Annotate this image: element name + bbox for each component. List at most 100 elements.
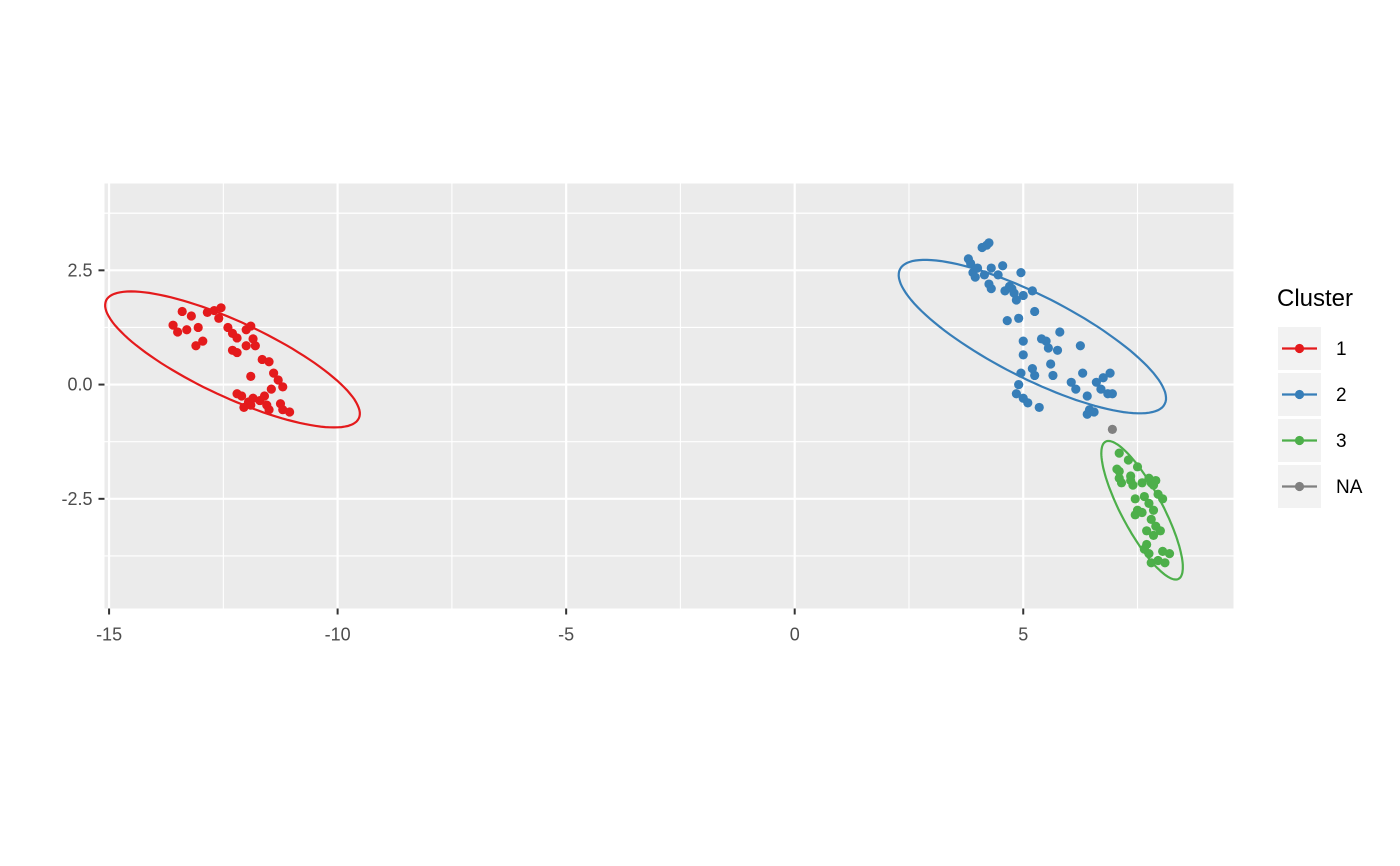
- x-tick-label: -10: [325, 625, 351, 645]
- cluster-2-point: [1030, 306, 1040, 317]
- cluster-2-point: [1011, 389, 1021, 399]
- legend-entry: 3: [1278, 419, 1347, 462]
- cluster-2-point: [1002, 315, 1012, 326]
- y-tick-label: 2.5: [67, 260, 92, 280]
- cluster-1-point: [241, 341, 251, 351]
- plot-panel: [104, 183, 1234, 609]
- cluster-1-point: [285, 407, 295, 417]
- cluster-1-ellipse: [104, 290, 361, 429]
- cluster-1-point: [186, 311, 196, 321]
- cluster-3-point: [1160, 558, 1170, 568]
- cluster-2-point: [1030, 370, 1040, 381]
- cluster-2-ellipse: [897, 258, 1168, 415]
- cluster-3-point: [1130, 494, 1140, 504]
- minor-gridlines: [104, 183, 1234, 609]
- cluster-3-point: [1155, 526, 1165, 536]
- cluster-3-point: [1137, 507, 1147, 518]
- cluster-2-point: [972, 263, 983, 273]
- cluster-1-point: [264, 405, 274, 415]
- cluster-1-point: [168, 320, 178, 330]
- cluster-2-point: [1096, 384, 1106, 394]
- cluster-3-point: [1123, 455, 1133, 465]
- cluster-2-point: [1071, 384, 1081, 394]
- cluster-2-point: [986, 284, 996, 294]
- cluster-2-point: [1046, 359, 1056, 369]
- cluster-2-point: [984, 238, 994, 248]
- legend-key-point: [1294, 435, 1305, 446]
- cluster-2-point: [1014, 379, 1024, 390]
- cluster-1-point: [264, 357, 274, 367]
- cluster-1-point: [269, 368, 279, 378]
- legend-entry: 1: [1278, 327, 1347, 370]
- legend-key-point: [1294, 343, 1305, 354]
- cluster-2-point: [1011, 295, 1021, 305]
- legend-title: Cluster: [1277, 285, 1353, 312]
- cluster-1-point: [193, 322, 203, 333]
- legend-entry: NA: [1278, 465, 1363, 508]
- cluster-2-point: [1075, 341, 1085, 351]
- cluster-2-point: [1016, 268, 1026, 278]
- legend-label: 3: [1336, 431, 1347, 452]
- cluster-2-point: [970, 272, 980, 282]
- cluster-3-point: [1164, 549, 1175, 559]
- cluster-2-point: [1066, 377, 1076, 387]
- cluster-2-point: [1014, 313, 1024, 323]
- cluster-3-point: [1139, 491, 1149, 502]
- cluster-2-point: [1105, 368, 1115, 378]
- cluster-1-point: [250, 341, 260, 351]
- cluster-3-point: [1144, 498, 1154, 508]
- legend-entries: 1 2 3 NA: [1278, 327, 1363, 508]
- x-tick-label: 0: [790, 625, 800, 645]
- cluster-NA-point: [1107, 424, 1117, 434]
- legend-label: 2: [1336, 385, 1347, 406]
- cluster-1-point: [273, 375, 283, 385]
- x-tick-label: 5: [1018, 625, 1028, 645]
- axes: -15 -10 -5 0 5 -2.5 0.0 2.5: [61, 260, 1028, 644]
- legend-label: 1: [1336, 339, 1347, 360]
- cluster-2-point: [1027, 286, 1037, 296]
- cluster-2-point: [1052, 345, 1063, 355]
- cluster-3-point: [1116, 478, 1127, 488]
- cluster-1-point: [246, 371, 256, 381]
- cluster-2-point: [1055, 327, 1065, 337]
- cluster-1-point: [237, 391, 247, 401]
- cluster-3-point: [1158, 494, 1168, 504]
- legend: Cluster 1 2 3 NA: [1277, 285, 1363, 508]
- cluster-3-point: [1112, 464, 1122, 474]
- cluster-1-point: [278, 382, 288, 392]
- legend-label: NA: [1336, 477, 1363, 498]
- cluster-3-point: [1144, 549, 1154, 559]
- cluster-3-point: [1148, 530, 1159, 540]
- cluster-2-point: [1078, 368, 1088, 378]
- cluster-2-point: [1018, 290, 1028, 301]
- x-tick-label: -15: [96, 625, 122, 645]
- cluster-2-point: [1034, 402, 1044, 413]
- cluster-1-point: [232, 333, 242, 343]
- cluster-1-point: [173, 327, 183, 337]
- cluster-3-point: [1151, 475, 1161, 486]
- cluster-1-point: [246, 321, 256, 331]
- cluster-2-point: [1016, 368, 1026, 378]
- cluster-3-point: [1132, 462, 1143, 472]
- cluster-2-point: [1091, 377, 1101, 387]
- cluster-3-point: [1142, 526, 1152, 536]
- y-tick-label: -2.5: [61, 489, 92, 509]
- cluster-2-point: [1041, 336, 1051, 346]
- cluster-2-point: [998, 261, 1008, 271]
- cluster-2-point: [1089, 407, 1099, 417]
- cluster-3-point: [1128, 480, 1138, 490]
- cluster-2-point: [1107, 389, 1117, 399]
- legend-key-point: [1294, 389, 1305, 400]
- cluster-3-point: [1114, 448, 1124, 458]
- cluster-2-point: [1018, 350, 1028, 360]
- cluster-1-point: [239, 402, 249, 413]
- cluster-2-point: [966, 258, 976, 269]
- cluster-2-point: [1048, 370, 1058, 381]
- cluster-3-point: [1148, 505, 1159, 515]
- cluster-2-point: [1098, 373, 1108, 383]
- cluster-2-point: [1007, 284, 1017, 294]
- cluster-1-point: [232, 347, 242, 358]
- cluster-2-point: [1023, 398, 1033, 408]
- y-tick-label: 0.0: [67, 375, 92, 395]
